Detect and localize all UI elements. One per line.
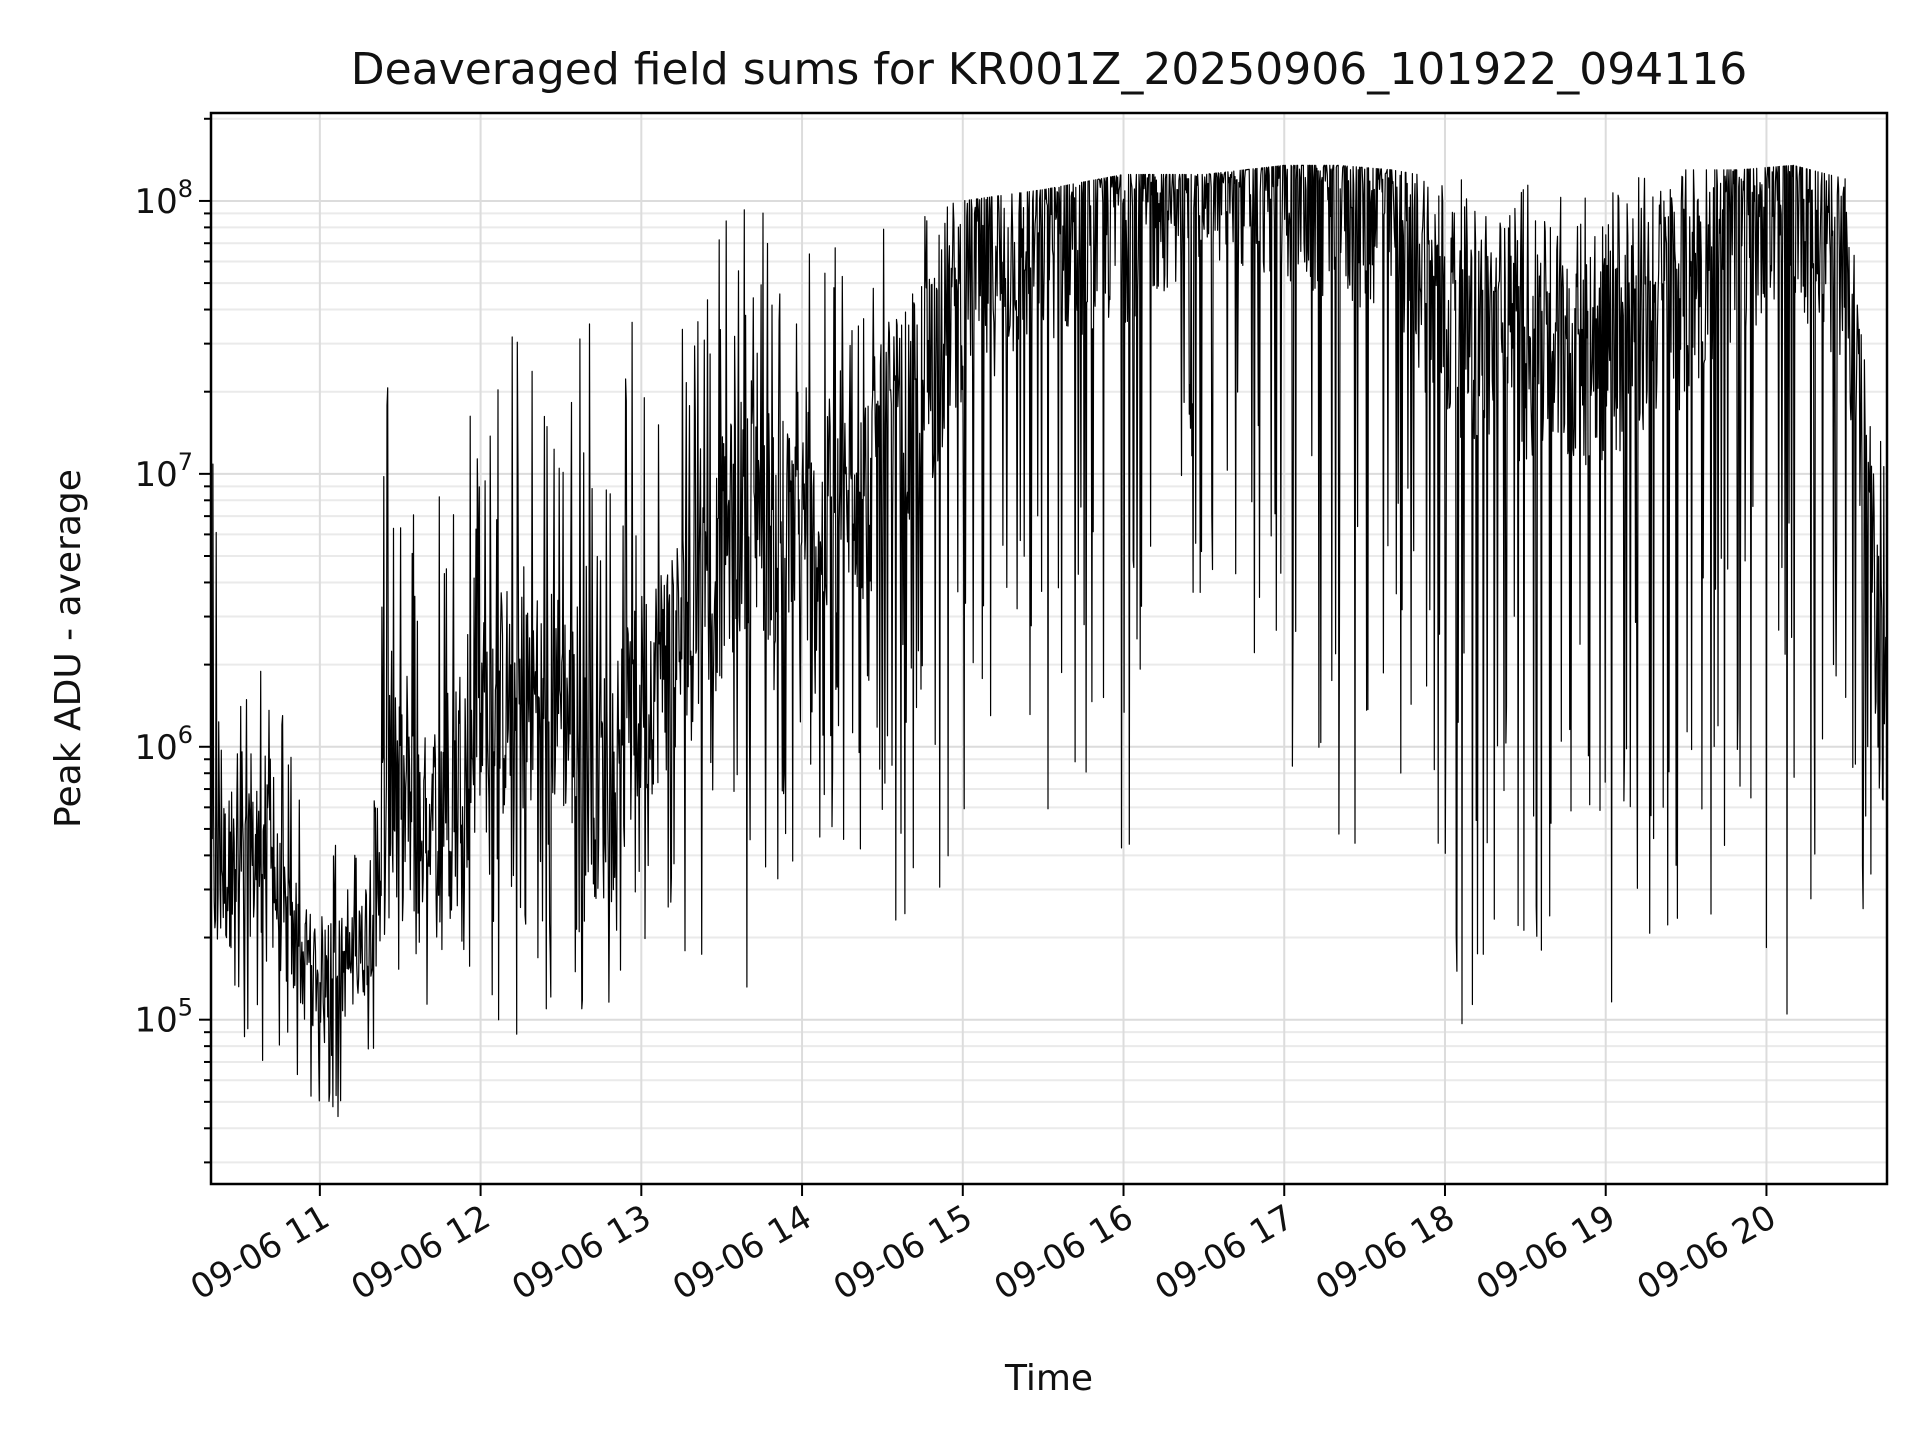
series-line	[210, 164, 1888, 1118]
x-tick-label: 09-06 14	[666, 1197, 818, 1308]
y-tick-label: 108	[134, 175, 193, 222]
x-tick-label: 09-06 19	[1470, 1197, 1622, 1308]
y-tick-label: 106	[134, 721, 193, 768]
x-tick-label: 09-06 13	[505, 1197, 657, 1308]
series-layer	[210, 164, 1888, 1118]
x-tick-label: 09-06 15	[827, 1197, 979, 1308]
chart-title: Deaveraged field sums for KR001Z_2025090…	[351, 44, 1747, 95]
x-tick-label: 09-06 18	[1309, 1197, 1461, 1308]
x-axis-label: Time	[1004, 1358, 1093, 1399]
y-tick-label: 105	[134, 994, 193, 1041]
y-axis-label: Peak ADU - average	[48, 469, 89, 828]
x-tick-label: 09-06 17	[1148, 1197, 1300, 1308]
plot-frame	[209, 111, 1889, 1186]
x-tick-label: 09-06 20	[1631, 1197, 1783, 1308]
y-tick-label: 107	[134, 448, 193, 495]
x-tick-label: 09-06 16	[988, 1197, 1140, 1308]
x-tick-label: 09-06 11	[184, 1197, 336, 1308]
x-tick-label: 09-06 12	[345, 1197, 497, 1308]
